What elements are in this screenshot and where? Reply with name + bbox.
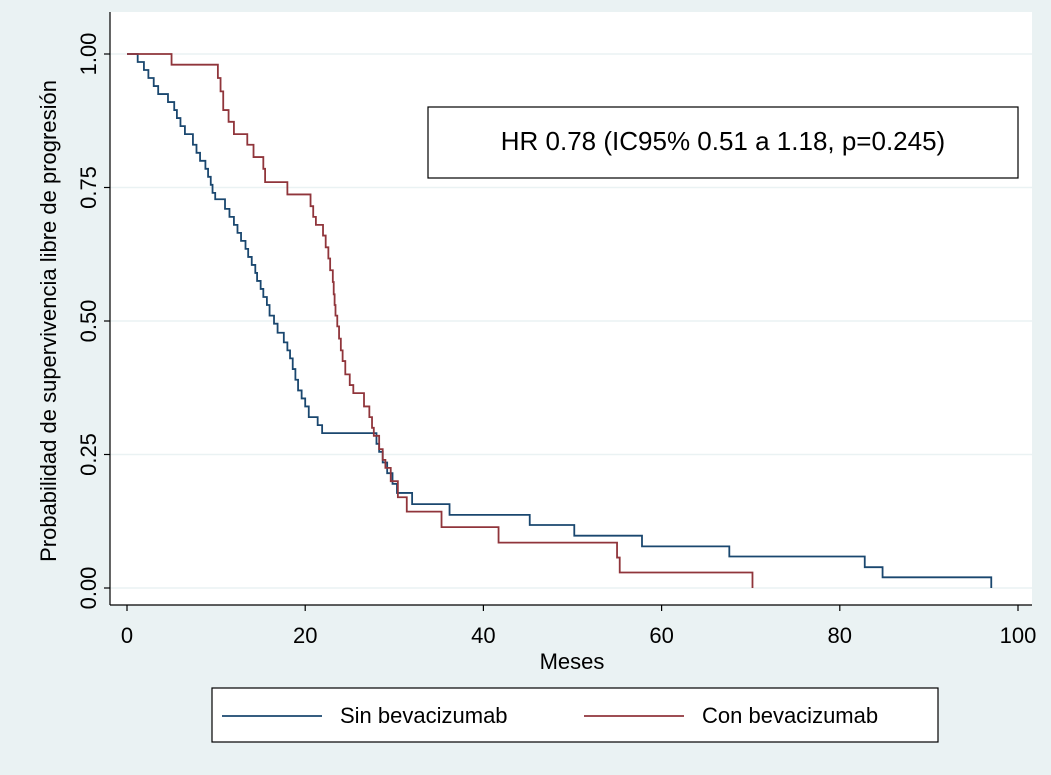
- x-tick-label: 20: [293, 623, 317, 648]
- survival-curve: [127, 53, 993, 588]
- y-axis-title: Probabilidad de supervivencia libre de p…: [36, 80, 61, 562]
- annotation-box: [427, 106, 1019, 179]
- x-axis-title: Meses: [540, 649, 605, 674]
- plot-region: [110, 12, 1032, 605]
- legend-items: Sin bevacizumab Con bevacizumab: [222, 703, 878, 728]
- x-tick-label: 0: [121, 623, 133, 648]
- axes: 0.00 0.25 0.50 0.75 1.00 0 20 40 60 80 100: [76, 33, 1037, 648]
- x-tick-label: 100: [1000, 623, 1037, 648]
- annotation: HR 0.78 (IC95% 0.51 a 1.18, p=0.245): [501, 126, 945, 156]
- legend: [211, 687, 939, 743]
- series-lines: [127, 53, 993, 588]
- legend-label: Sin bevacizumab: [340, 703, 508, 728]
- x-tick-label: 60: [649, 623, 673, 648]
- grid: [110, 53, 1032, 589]
- survival-curve: [127, 53, 754, 588]
- y-tick-label: 0.25: [76, 433, 101, 476]
- legend-label: Con bevacizumab: [702, 703, 878, 728]
- y-tick-label: 0.50: [76, 300, 101, 343]
- y-tick-label: 1.00: [76, 33, 101, 76]
- x-tick-label: 40: [471, 623, 495, 648]
- y-tick-label: 0.00: [76, 567, 101, 610]
- y-tick-label: 0.75: [76, 166, 101, 209]
- x-tick-label: 80: [828, 623, 852, 648]
